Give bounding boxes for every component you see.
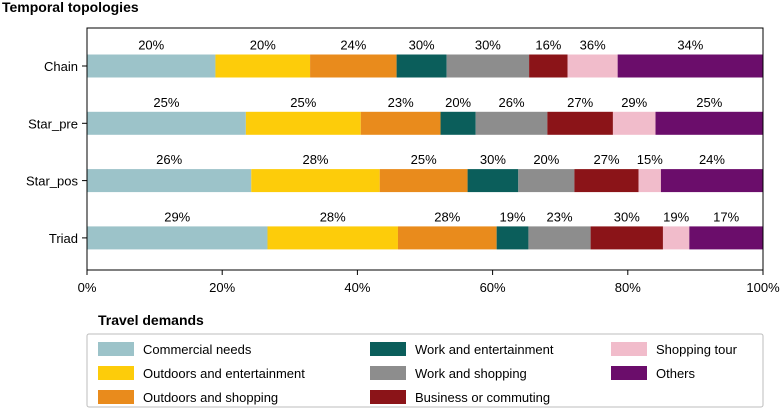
legend-label: Work and shopping <box>415 366 527 381</box>
bar-segment <box>528 226 591 250</box>
legend-swatch <box>611 342 647 356</box>
data-label: 19% <box>663 209 689 224</box>
legend-label: Outdoors and shopping <box>143 390 278 405</box>
x-tick-label: 20% <box>209 280 235 295</box>
data-label: 20% <box>445 95 471 110</box>
legend-box <box>86 333 764 408</box>
bar-segment <box>567 54 618 78</box>
bar-segment <box>87 226 268 250</box>
legend: Commercial needs Outdoors and entertainme… <box>86 333 764 408</box>
legend-label: Others <box>656 366 696 381</box>
bar-segment <box>547 111 613 135</box>
legend-title: Travel demands <box>98 312 204 328</box>
bar-segment <box>310 54 397 78</box>
y-tick-label: Chain <box>44 59 78 74</box>
data-label: 29% <box>621 95 647 110</box>
bar-segment <box>518 169 575 193</box>
legend-swatch <box>98 366 134 380</box>
bar-segment <box>467 169 519 193</box>
bar-segment <box>397 226 497 250</box>
legend-label: Commercial needs <box>143 342 252 357</box>
bar-segment <box>638 169 661 193</box>
bar-segment <box>574 169 639 193</box>
data-label: 20% <box>138 38 164 53</box>
data-label: 26% <box>156 152 182 167</box>
x-tick-label: 60% <box>480 280 506 295</box>
data-label: 19% <box>500 209 526 224</box>
data-label: 17% <box>713 209 739 224</box>
legend-swatch <box>370 342 406 356</box>
data-label: 30% <box>475 38 501 53</box>
bar-segment <box>379 169 468 193</box>
bar-segment <box>446 54 530 78</box>
data-label: 29% <box>164 209 190 224</box>
data-label: 20% <box>250 38 276 53</box>
bar-segment <box>251 169 380 193</box>
bar-segment <box>529 54 568 78</box>
data-label: 16% <box>535 38 561 53</box>
legend-label: Business or commuting <box>415 390 550 405</box>
legend-swatch <box>98 390 134 404</box>
data-label: 25% <box>411 152 437 167</box>
bar-segment <box>87 54 216 78</box>
data-label: 30% <box>614 209 640 224</box>
data-label: 23% <box>388 95 414 110</box>
bar-segment <box>617 54 763 78</box>
x-tick-label: 100% <box>746 280 780 295</box>
bar-segment <box>396 54 447 78</box>
data-label: 27% <box>593 152 619 167</box>
legend-swatch <box>370 390 406 404</box>
chart-title: Temporal topologies <box>2 0 139 15</box>
data-label: 26% <box>499 95 525 110</box>
plot-frame <box>86 27 764 271</box>
data-label: 25% <box>290 95 316 110</box>
data-label: 30% <box>480 152 506 167</box>
data-label: 27% <box>567 95 593 110</box>
bar-segment <box>475 111 548 135</box>
bar-segment <box>660 169 763 193</box>
bar-segment <box>496 226 529 250</box>
y-tick-label: Star_pre <box>28 116 78 131</box>
bar-segment <box>590 226 663 250</box>
legend-swatch <box>370 366 406 380</box>
legend-label: Outdoors and entertainment <box>143 366 305 381</box>
x-tick-label: 40% <box>344 280 370 295</box>
data-label: 23% <box>547 209 573 224</box>
bar-segment <box>662 226 690 250</box>
legend-swatch <box>98 342 134 356</box>
data-label: 20% <box>533 152 559 167</box>
bar-segment <box>612 111 656 135</box>
data-label: 24% <box>340 38 366 53</box>
bar-segment <box>440 111 476 135</box>
data-label: 28% <box>434 209 460 224</box>
legend-label: Work and entertainment <box>415 342 554 357</box>
data-label: 34% <box>677 38 703 53</box>
data-label: 30% <box>409 38 435 53</box>
bar-segment <box>267 226 398 250</box>
bar-segment <box>245 111 361 135</box>
legend-label: Shopping tour <box>656 342 738 357</box>
x-tick-label: 0% <box>78 280 97 295</box>
bar-segment <box>655 111 763 135</box>
bar-segment <box>689 226 763 250</box>
data-label: 25% <box>153 95 179 110</box>
data-label: 24% <box>699 152 725 167</box>
y-tick-label: Star_pos <box>26 174 79 189</box>
data-label: 36% <box>580 38 606 53</box>
plot-area: 20% 20% 24% 30% 30% 16% 36% 34% Chain 25% 25% 23% 20… <box>26 27 780 295</box>
bar-segment <box>87 111 246 135</box>
bar-segment <box>87 169 252 193</box>
legend-swatch <box>611 366 647 380</box>
data-label: 28% <box>320 209 346 224</box>
bar-segment <box>360 111 441 135</box>
y-tick-label: Triad <box>49 231 78 246</box>
x-tick-label: 80% <box>615 280 641 295</box>
data-label: 25% <box>696 95 722 110</box>
data-label: 15% <box>637 152 663 167</box>
bar-segment <box>215 54 311 78</box>
data-label: 28% <box>302 152 328 167</box>
